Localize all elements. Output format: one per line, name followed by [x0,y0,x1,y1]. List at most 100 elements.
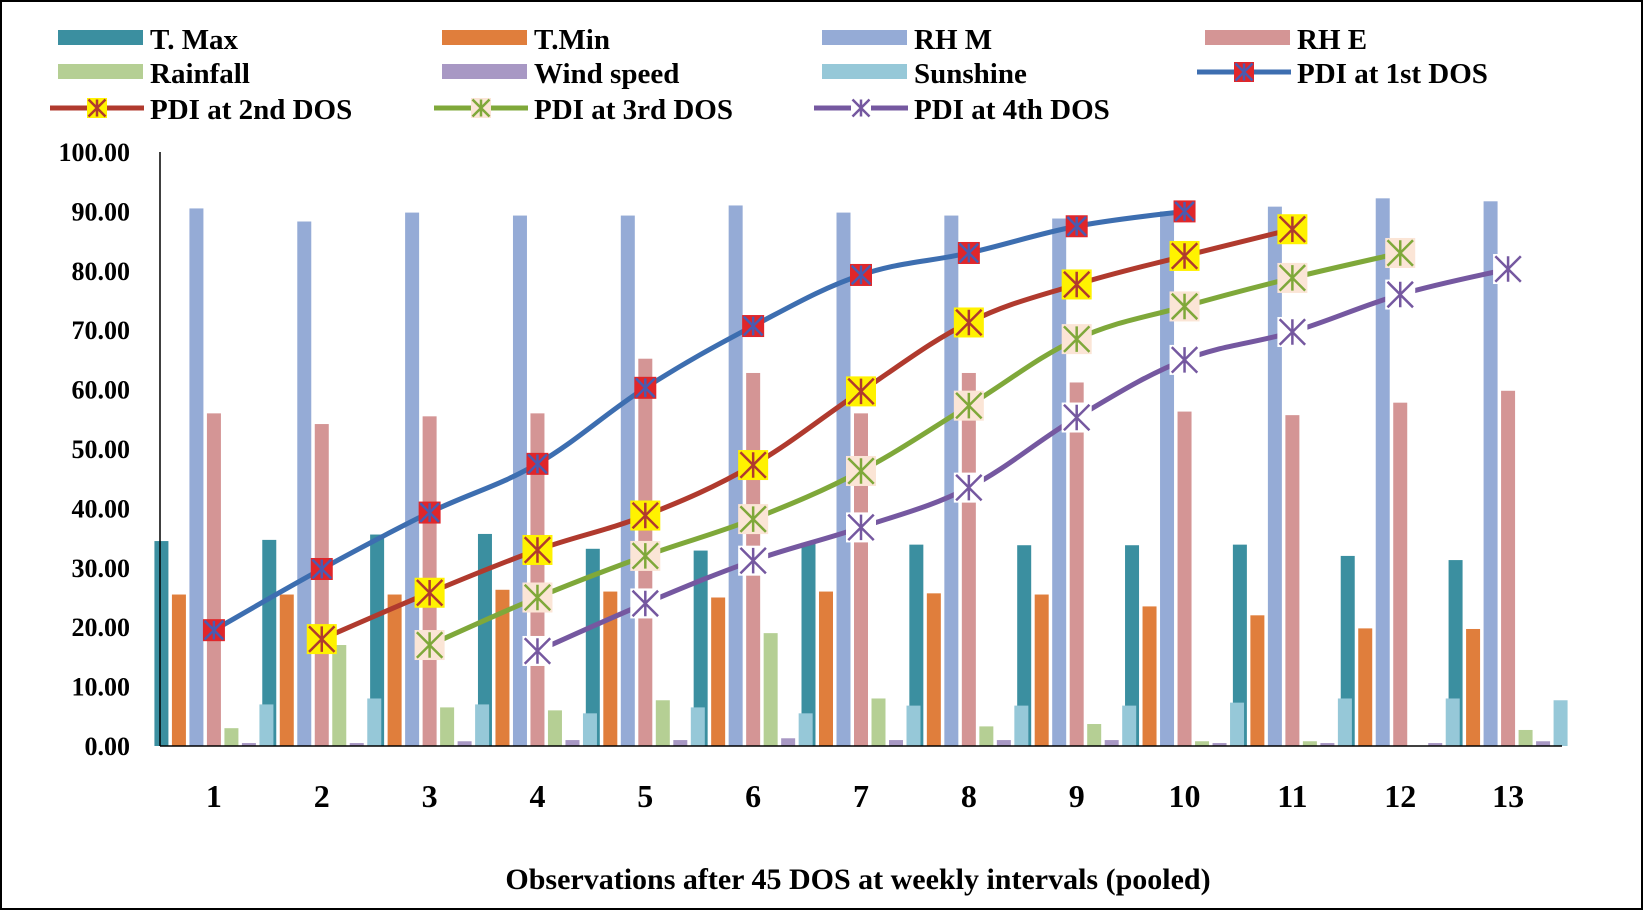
bar [1122,705,1137,746]
bar-series [171,589,1481,746]
bar-series [206,358,1516,746]
line-series [414,237,1416,661]
legend-label: RH M [914,24,992,56]
x-tick-label: 8 [961,778,977,814]
line-point [1173,200,1196,223]
bar [1285,415,1300,746]
marker-star [1063,403,1091,432]
line-point [846,512,876,543]
marker-star [1170,242,1199,270]
line-point [1169,291,1200,322]
marker-star [87,98,107,118]
line-point [1234,62,1254,82]
legend-label: Rainfall [150,58,250,90]
line-point [1061,269,1092,300]
bar [154,541,169,746]
series-line [428,250,1401,648]
bar [349,743,364,746]
bar [1142,606,1157,746]
marker-star [1063,325,1091,353]
marker-star [419,502,440,523]
bar [1232,544,1247,746]
x-tick-label: 10 [1169,778,1201,814]
marker-star [415,631,444,659]
bar [1195,741,1210,746]
marker-star [958,242,980,264]
y-tick-label: 0.00 [85,732,131,761]
marker-star [955,308,983,337]
legend-label: T.Min [534,24,610,56]
x-tick-label: 7 [853,778,869,814]
line-point [1061,402,1092,433]
bar [944,215,959,747]
line-series [522,254,1524,666]
marker-star [1174,201,1195,222]
line-point [471,98,491,118]
line-point [634,376,657,399]
bar [1466,628,1481,746]
bar [1445,698,1460,746]
bar [961,372,976,746]
line-point [851,98,871,118]
y-tick-label: 10.00 [72,673,131,702]
marker-star [1494,255,1522,283]
marker-star [850,264,872,286]
marker-star [523,637,552,665]
bar [620,215,635,747]
bar [871,698,886,746]
marker-star [203,619,225,641]
y-tick-label: 50.00 [72,435,131,464]
bar [781,738,796,746]
bar [1393,402,1408,746]
marker-star [631,589,659,618]
marker-star [739,451,767,479]
marker-star [955,473,983,502]
line-point [1169,344,1200,375]
series-line [320,226,1293,642]
marker-star [1063,270,1091,299]
marker-star [739,547,767,575]
bar [1518,729,1533,746]
bar [1553,700,1568,746]
marker-star [523,583,552,612]
line-point [630,540,661,571]
line-point [846,376,876,407]
legend-label: T. Max [150,24,239,56]
legend-swatch [822,30,907,45]
legend-item: T.Min [442,24,610,56]
bar [259,704,274,746]
line-point [522,582,553,613]
line-point [310,557,333,580]
legend-item: Rainfall [58,58,250,90]
bar [477,533,492,746]
y-tick-label: 40.00 [72,494,131,523]
bar [801,542,816,746]
x-tick-label: 3 [422,778,438,814]
bar [1428,743,1443,746]
legend: T. Max T.Min RH M RH E Rainfall Wind speed Sun… [50,24,1488,126]
line-point [630,588,661,619]
bar [1177,411,1192,746]
marker-star [955,392,983,420]
x-tick-label: 9 [1069,778,1085,814]
marker-star [739,505,767,533]
bar [1034,594,1049,746]
legend-item: PDI at 2nd DOS [50,94,352,126]
bar [798,713,813,746]
bar [565,740,580,746]
legend-swatch [58,30,143,45]
legend-item: PDI at 3rd DOS [434,94,733,126]
marker-star [308,625,336,653]
bar [1014,705,1029,746]
bar [224,728,239,746]
line-point [1493,254,1524,285]
x-tick-label: 11 [1277,778,1307,814]
bar [1017,545,1032,746]
bar [1087,724,1102,746]
x-tick-label: 13 [1492,778,1524,814]
legend-label: Wind speed [534,58,679,90]
line-point [414,630,445,661]
marker-star [631,542,659,570]
bar [854,413,868,746]
